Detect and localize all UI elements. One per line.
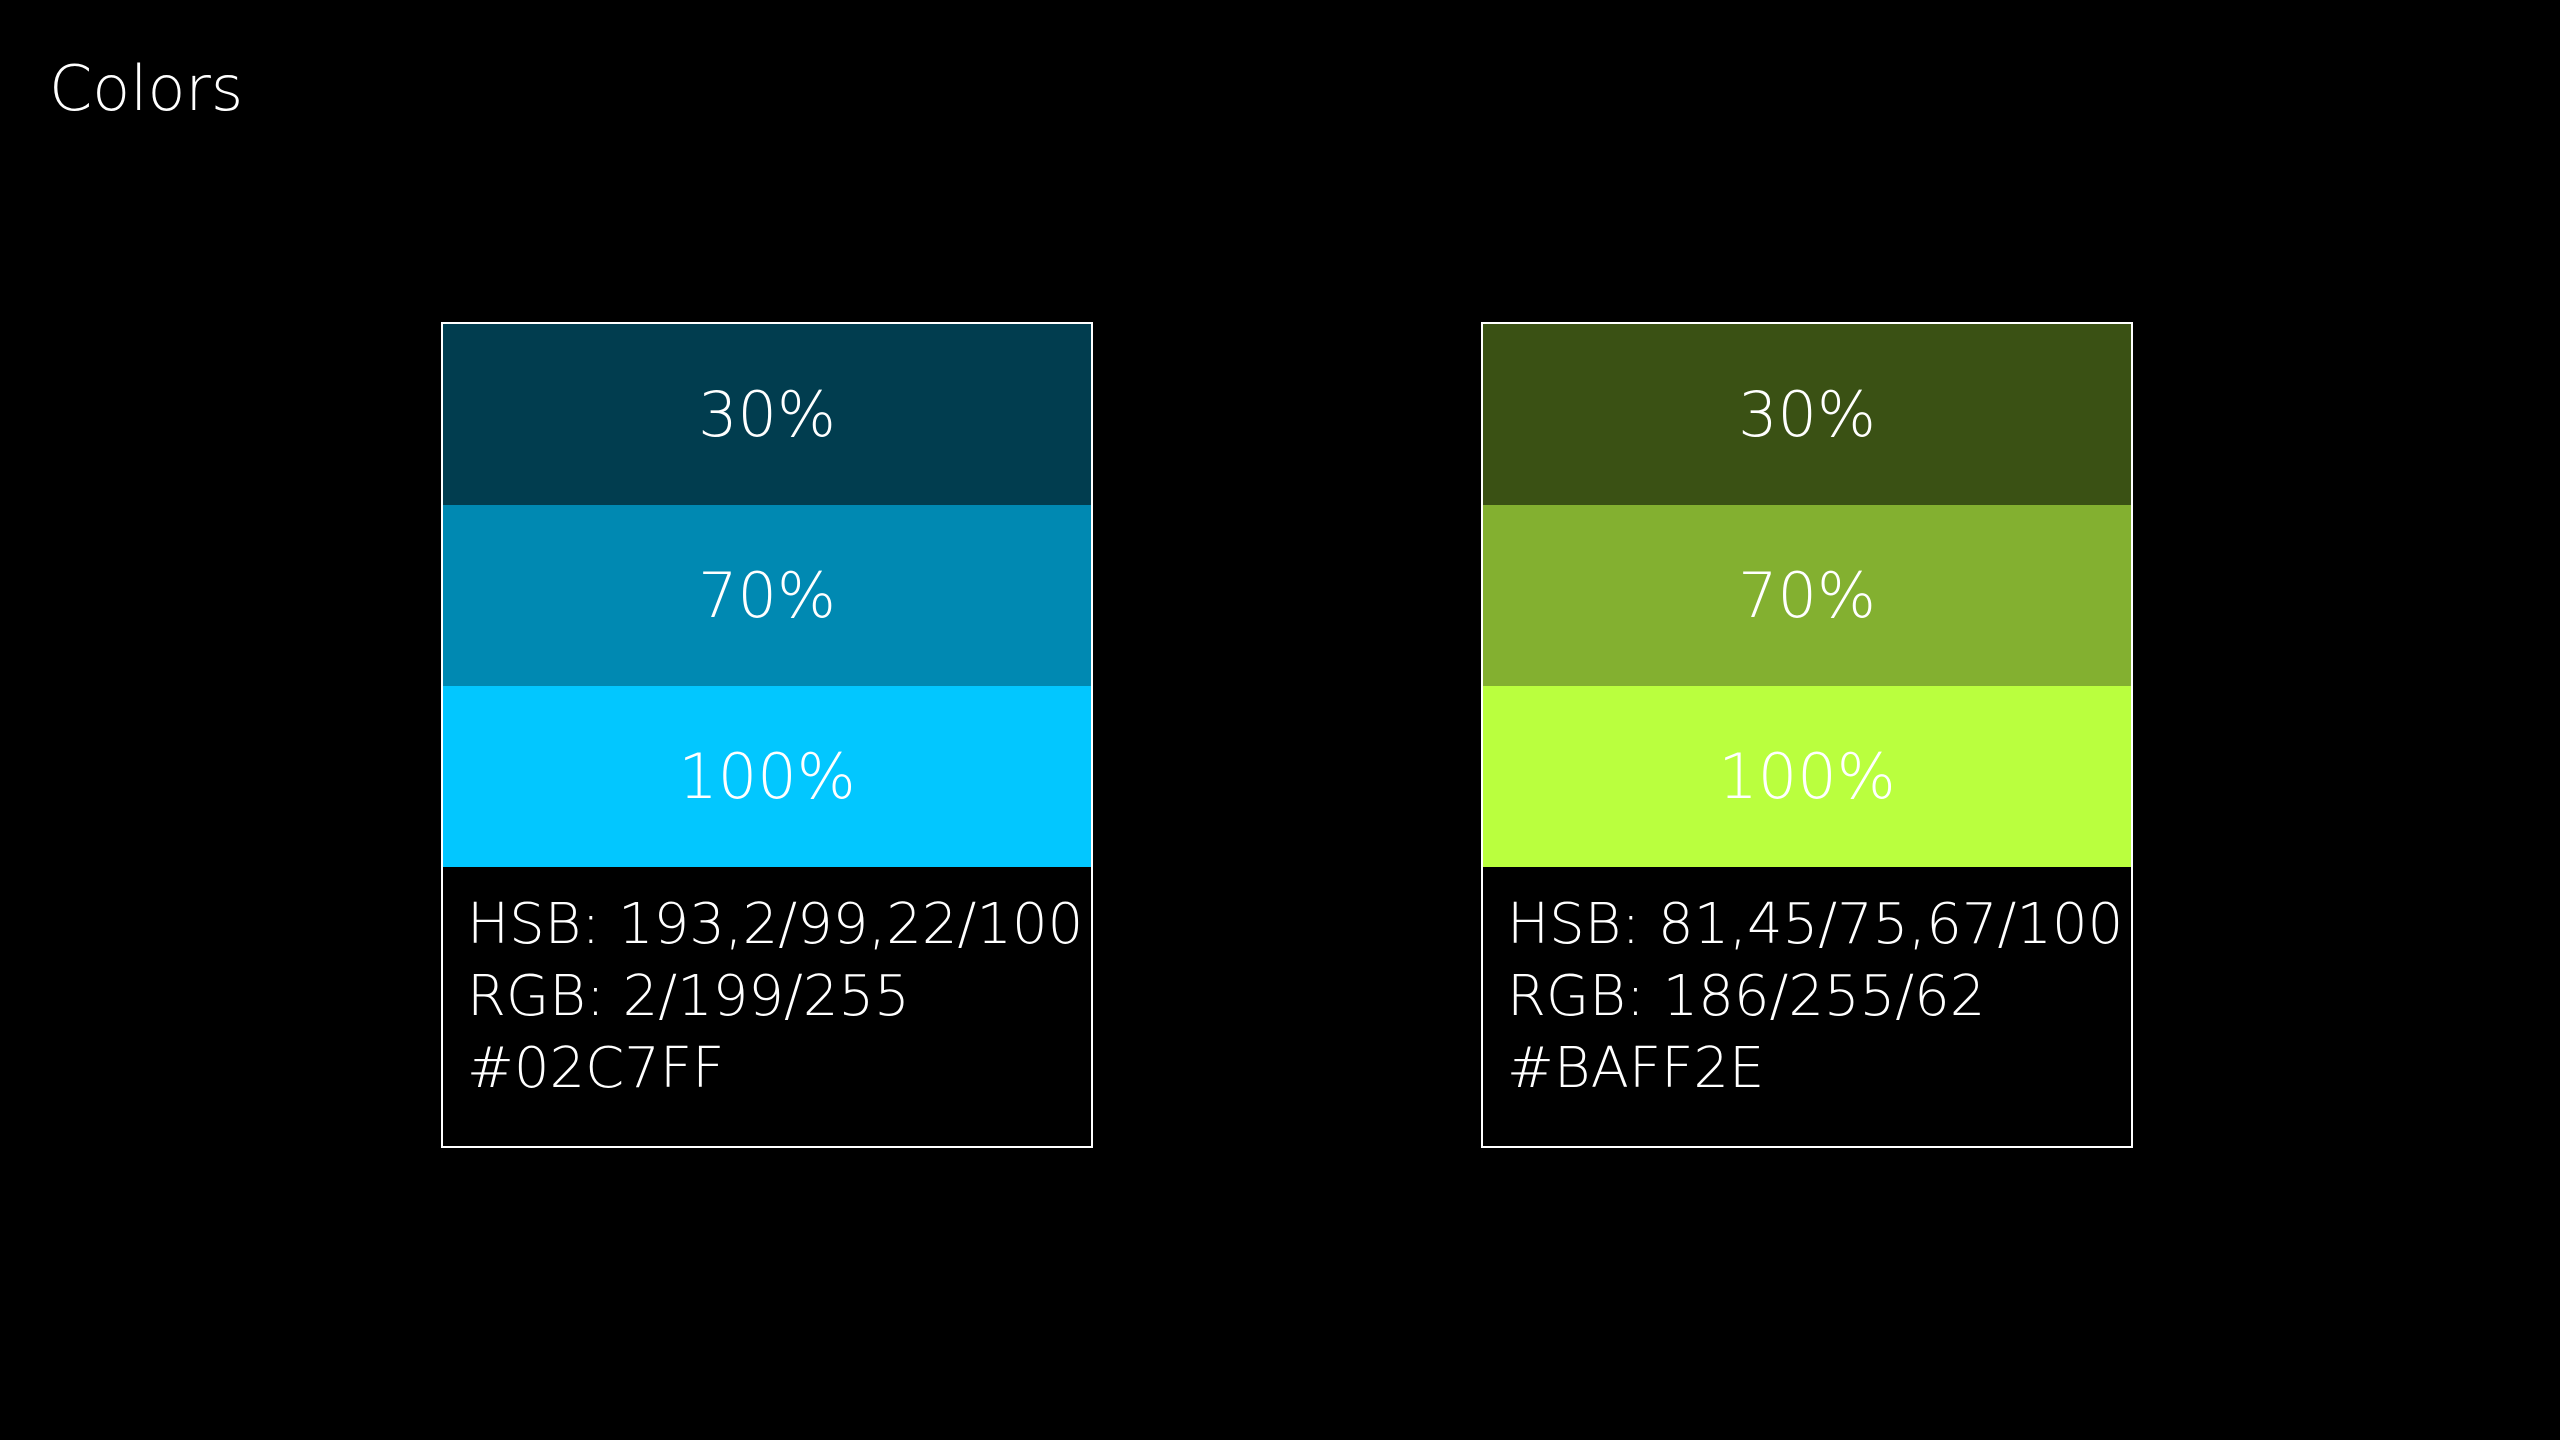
info-line: HSB: 81,45/75,67/100 [1507, 892, 2124, 957]
color-swatch: 70% [1483, 505, 2131, 686]
info-line: RGB: 2/199/255 [467, 964, 910, 1029]
info-line: HSB: 193,2/99,22/100 [467, 892, 1084, 957]
color-info: HSB: 193,2/99,22/100 RGB: 2/199/255 #02C7F… [443, 867, 1091, 1105]
color-card: 30% 70% 100% HSB: 193,2/99,22/100 RGB: 2/199… [441, 322, 1093, 1148]
color-swatch: 100% [1483, 686, 2131, 867]
color-info: HSB: 81,45/75,67/100 RGB: 186/255/62 #BAFF… [1483, 867, 2131, 1105]
title: Colors [49, 52, 244, 125]
color-swatch: 30% [443, 324, 1091, 505]
color-card: 30% 70% 100% HSB: 81,45/75,67/100 RGB: 186/2… [1481, 322, 2133, 1148]
color-swatch: 70% [443, 505, 1091, 686]
info-line: #BAFF2E [1507, 1036, 1765, 1101]
info-line: RGB: 186/255/62 [1507, 964, 1986, 1029]
color-swatch: 100% [443, 686, 1091, 867]
color-swatch: 30% [1483, 324, 2131, 505]
info-line: #02C7FF [467, 1036, 725, 1101]
